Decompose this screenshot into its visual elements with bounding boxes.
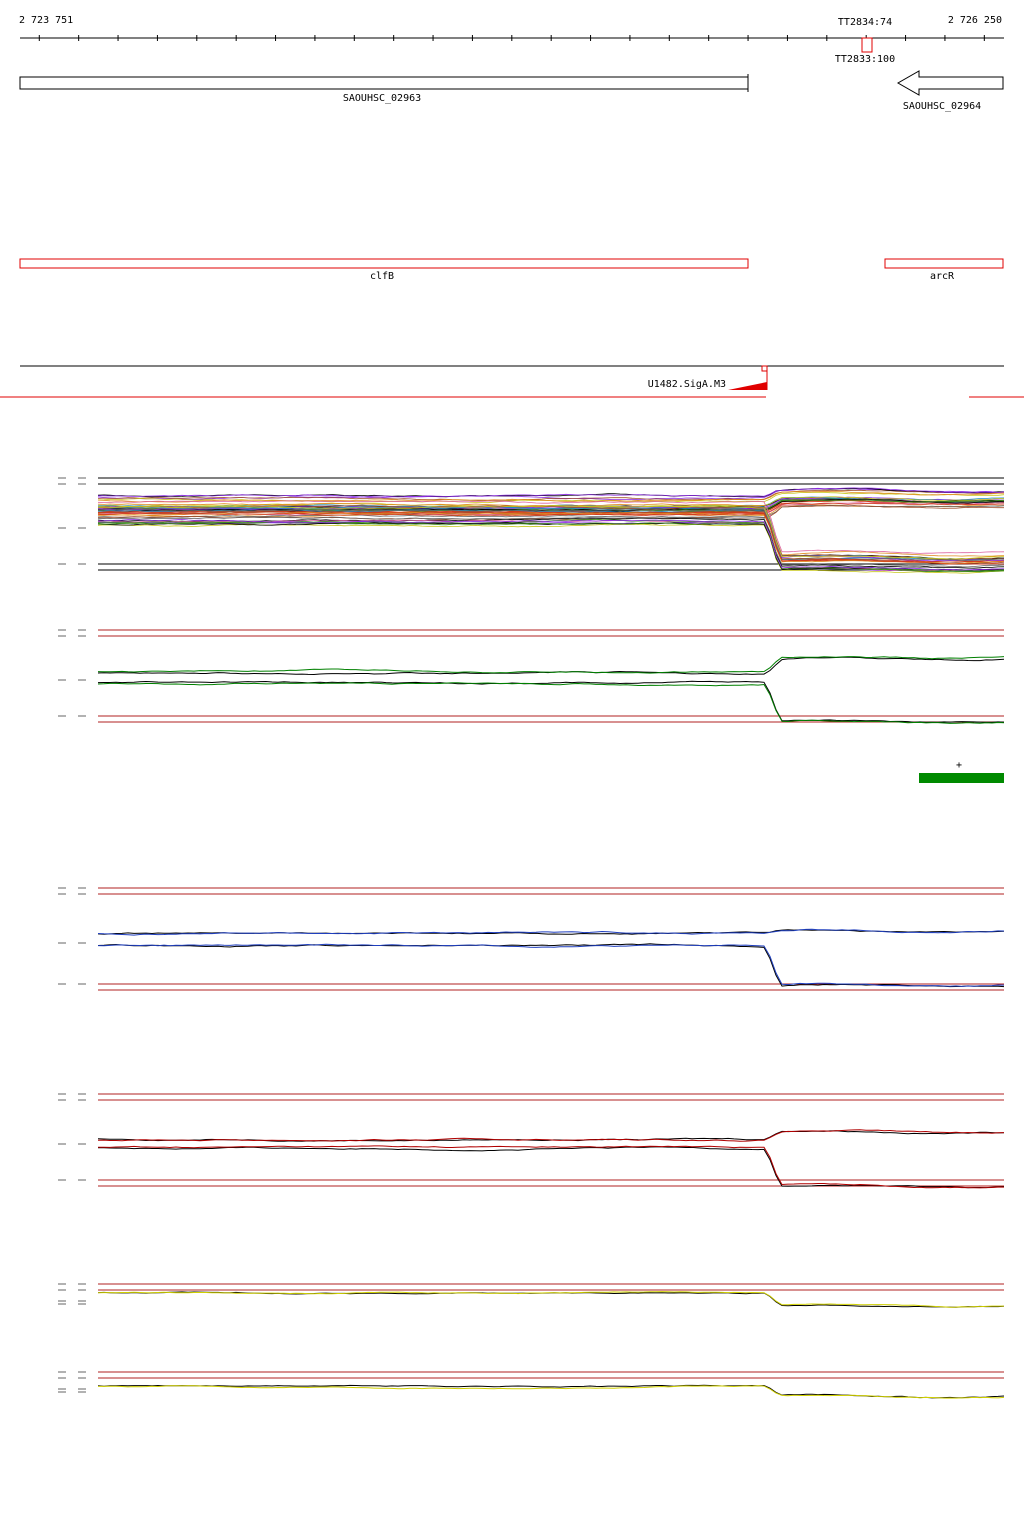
series-line-lower bbox=[97, 682, 1005, 724]
series-line-lower bbox=[97, 510, 1005, 563]
series-line-lower bbox=[97, 512, 1005, 565]
series-line-lower bbox=[97, 506, 1004, 561]
series-line-lower bbox=[98, 1145, 1004, 1189]
panel-condition_red bbox=[58, 1093, 1005, 1189]
ruler-start-label: 2 723 751 bbox=[19, 15, 73, 26]
series-line-lower bbox=[97, 505, 1005, 560]
gene-name-box-arcr bbox=[884, 258, 1004, 269]
series-line-upper bbox=[97, 656, 1005, 674]
promoter-label: U1482.SigA.M3 bbox=[648, 379, 726, 390]
series-line-lower bbox=[97, 506, 1005, 562]
promoter-wedge bbox=[728, 382, 767, 390]
promoter-tss-marker bbox=[761, 365, 768, 372]
gene-label-saouhsc-02964: SAOUHSC_02964 bbox=[903, 101, 981, 112]
upshift-label: + bbox=[956, 760, 962, 771]
series-line-lower bbox=[98, 1146, 1005, 1189]
gene-arrow-saouhsc-02964 bbox=[896, 70, 1004, 96]
series-line-upper bbox=[98, 1385, 1005, 1399]
panel-condition_blue bbox=[58, 887, 1005, 991]
panel-condition_yellow_upper bbox=[58, 1283, 1005, 1308]
gene-name-label-clfb: clfB bbox=[370, 271, 394, 282]
upshift-bar bbox=[919, 773, 1004, 783]
series-line-lower bbox=[97, 518, 1005, 571]
series-line-lower bbox=[97, 522, 1005, 571]
series-line-lower bbox=[97, 521, 1004, 572]
series-line-upper bbox=[97, 1129, 1005, 1142]
panel-condition_yellow_lower bbox=[58, 1371, 1005, 1399]
series-line-lower bbox=[97, 943, 1005, 988]
gene-name-track: clfB arcR bbox=[19, 258, 1004, 282]
expression-panels bbox=[58, 477, 1005, 1399]
series-line-upper bbox=[98, 487, 1005, 498]
coordinate-ruler: 2 723 751 2 726 250 bbox=[19, 15, 1004, 41]
series-line-lower bbox=[97, 943, 1005, 987]
panel-condition_green bbox=[58, 629, 1005, 724]
series-line-lower bbox=[97, 680, 1005, 723]
gene-track: SAOUHSC_02963 SAOUHSC_02964 bbox=[19, 70, 1004, 112]
gene-box-saouhsc-02963 bbox=[19, 76, 749, 90]
promoter-track: U1482.SigA.M3 bbox=[0, 365, 1024, 398]
series-line-upper bbox=[97, 1291, 1004, 1308]
terminator-label-plus: TT2834:74 bbox=[838, 17, 892, 28]
gene-label-saouhsc-02963: SAOUHSC_02963 bbox=[343, 93, 421, 104]
panel-all_conditions bbox=[58, 477, 1005, 574]
terminator-label-minus: TT2833:100 bbox=[835, 54, 895, 65]
series-line-upper bbox=[97, 928, 1005, 936]
ruler-ticks bbox=[38, 35, 985, 41]
ruler-end-label: 2 726 250 bbox=[948, 15, 1002, 26]
terminator-marker bbox=[861, 37, 873, 53]
gene-name-box-clfb bbox=[19, 258, 749, 269]
terminator-track: TT2834:74 TT2833:100 bbox=[835, 17, 895, 65]
series-line-upper bbox=[97, 489, 1005, 502]
series-line-lower bbox=[97, 508, 1005, 560]
series-line-upper bbox=[97, 490, 1004, 503]
series-line-lower bbox=[97, 519, 1005, 572]
series-line-lower bbox=[97, 509, 1005, 562]
series-line-lower bbox=[97, 500, 1005, 554]
series-line-lower bbox=[97, 523, 1005, 574]
series-line-lower bbox=[97, 516, 1005, 568]
upshift-track: + bbox=[919, 760, 1004, 783]
gene-name-label-arcr: arcR bbox=[930, 271, 955, 282]
